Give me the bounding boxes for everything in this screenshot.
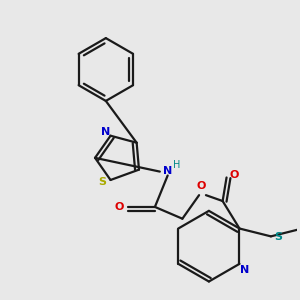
Text: O: O — [196, 181, 206, 191]
Text: S: S — [275, 232, 283, 242]
Text: H: H — [173, 160, 180, 170]
Text: N: N — [163, 166, 172, 176]
Text: O: O — [230, 169, 239, 179]
Text: S: S — [99, 177, 107, 187]
Text: N: N — [101, 127, 110, 137]
Text: O: O — [115, 202, 124, 212]
Text: N: N — [240, 265, 249, 275]
